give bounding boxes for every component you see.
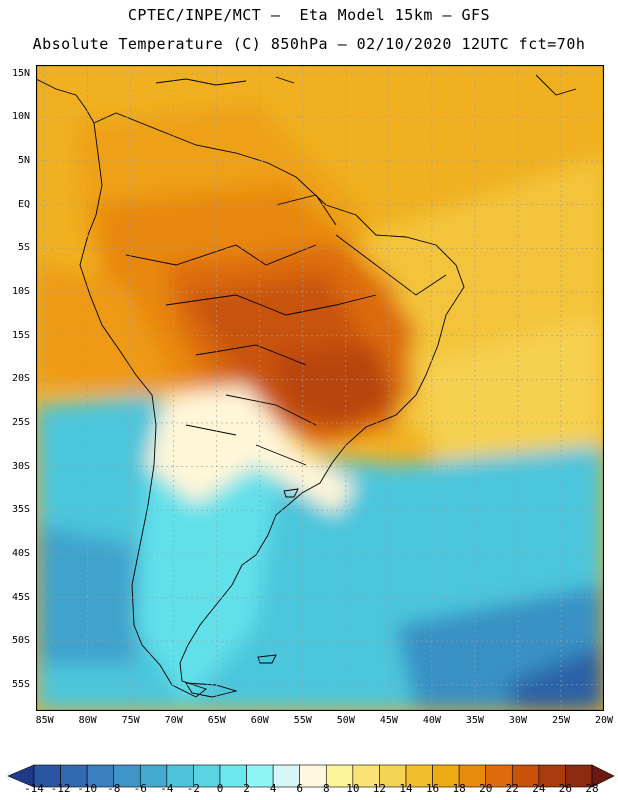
border-lines xyxy=(125,194,447,466)
latitude-label: 40S xyxy=(11,547,30,559)
chart-subtitle: Absolute Temperature (C) 850hPa – 02/10/… xyxy=(32,35,586,53)
field-atlantic-pale xyxy=(416,315,604,465)
colorbar-level-label: 28 xyxy=(585,782,599,795)
coastline-outline xyxy=(36,74,577,698)
longitude-label: 85W xyxy=(35,715,54,726)
colorbar-level-label: -14 xyxy=(24,782,44,795)
latitude-label: 10S xyxy=(11,285,30,297)
latitude-label: 15N xyxy=(11,67,30,79)
colorbar-level-label: -8 xyxy=(107,782,121,795)
coast-caribbean-islands xyxy=(155,74,577,96)
longitude-label: 80W xyxy=(78,715,97,726)
chart-title: CPTEC/INPE/MCT – Eta Model 15km – GFS xyxy=(127,6,491,24)
colorbar-level-label: 8 xyxy=(322,782,330,795)
colorbar-level-label: 22 xyxy=(505,782,519,795)
latitude-label: 55S xyxy=(11,678,30,690)
latitude-label: 10N xyxy=(11,111,30,123)
colorbar-level-label: 10 xyxy=(346,782,360,795)
latitude-label: 5N xyxy=(17,155,30,167)
latitude-label: 50S xyxy=(11,635,30,647)
longitude-label: 75W xyxy=(121,715,140,726)
longitude-label: 70W xyxy=(164,715,183,726)
latitude-label: 35S xyxy=(11,504,30,516)
longitude-label: 35W xyxy=(465,715,484,726)
coast-central-america xyxy=(36,78,95,124)
field-front-pale xyxy=(146,385,356,515)
colorbar-level-label: 24 xyxy=(532,782,546,795)
colorbar-level-label: 2 xyxy=(243,782,250,795)
latitude-label: 15S xyxy=(11,329,30,341)
colorbar-level-label: 20 xyxy=(479,782,493,795)
colorbar-level-label: 16 xyxy=(425,782,440,795)
colorbar-level-label: -6 xyxy=(133,782,147,795)
field-cold-southeast-2 xyxy=(506,645,604,711)
map-frame xyxy=(36,65,604,711)
colorbar-level-label: 26 xyxy=(558,782,573,795)
colorbar-level-label: 6 xyxy=(296,782,304,795)
latitude-label: EQ xyxy=(17,198,30,210)
colorbar-level-label: 12 xyxy=(372,782,387,795)
colorbar-level-label: 4 xyxy=(269,782,277,795)
colorbar-level-label: -12 xyxy=(50,782,71,795)
longitude-label: 20W xyxy=(594,715,614,726)
colorbar-level-label: 18 xyxy=(452,782,466,795)
lake-lagoon xyxy=(283,488,299,498)
longitude-label: 60W xyxy=(250,715,269,726)
longitude-label: 25W xyxy=(551,715,570,726)
latitude-label: 30S xyxy=(11,460,30,472)
longitude-label: 50W xyxy=(336,715,355,726)
colorbar-level-label: 14 xyxy=(399,782,413,795)
temperature-map xyxy=(36,65,604,711)
latitude-label: 20S xyxy=(11,373,30,385)
latitude-label: 5S xyxy=(17,242,30,254)
longitude-label: 45W xyxy=(379,715,398,726)
coast-south-america xyxy=(79,112,465,698)
field-cold-patagonia xyxy=(136,415,276,705)
colorbar-level-label: -10 xyxy=(77,782,98,795)
longitude-label: 40W xyxy=(422,715,441,726)
colorbar-level-label: -2 xyxy=(186,782,201,795)
coast-falklands xyxy=(257,654,277,664)
colorbar-arrow-max xyxy=(591,764,615,788)
colorbar xyxy=(7,764,615,788)
latitude-label: 25S xyxy=(11,416,30,428)
longitude-label: 30W xyxy=(508,715,527,726)
longitude-label: 65W xyxy=(207,715,226,726)
latitude-label: 45S xyxy=(11,591,30,603)
longitude-label: 55W xyxy=(293,715,312,726)
field-hot-core-2 xyxy=(276,345,396,430)
colorbar-level-label: -4 xyxy=(160,782,174,795)
colorbar-level-label: 0 xyxy=(216,782,224,795)
field-cold-deep xyxy=(36,525,136,665)
